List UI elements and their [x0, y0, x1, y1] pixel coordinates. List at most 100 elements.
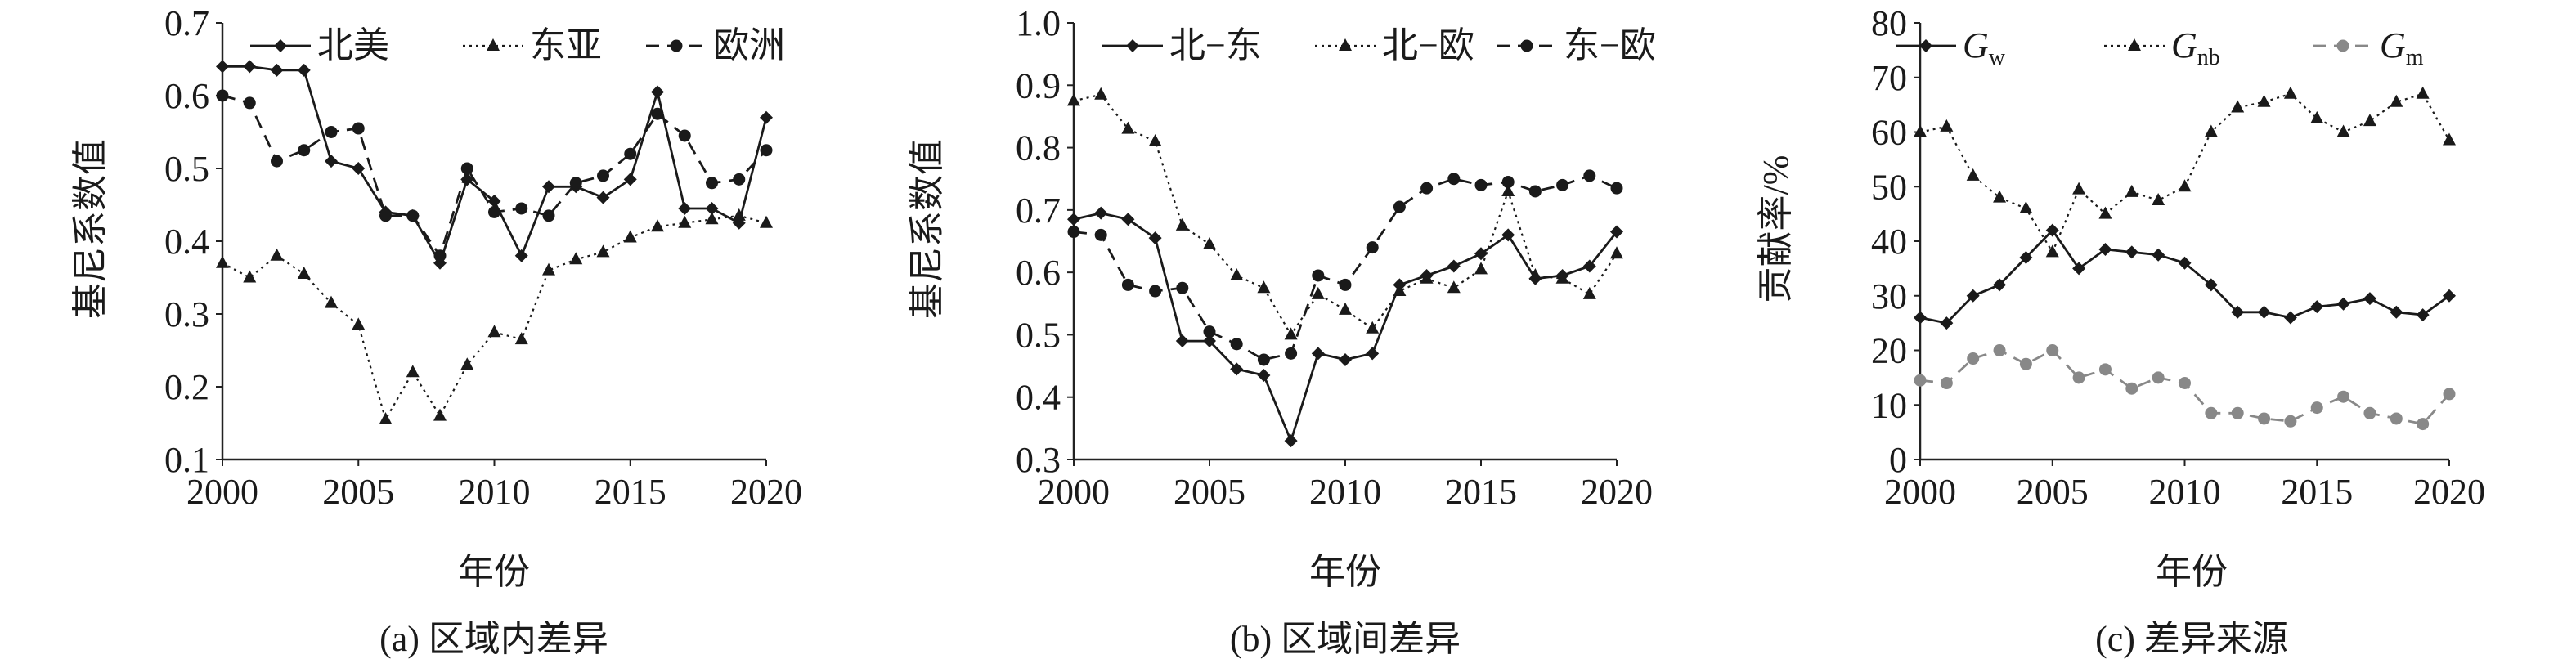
panel-c-series-1-point [2152, 248, 2165, 262]
panel-b-series-2-point [1366, 321, 1380, 334]
panel-a-series-3-point [352, 122, 365, 135]
panel-c-y-tick-label: 10 [1871, 385, 1907, 425]
panel-b-series-3-point [1447, 173, 1461, 186]
panel-c-series-2 [1914, 86, 2456, 258]
panel-c-series-2-point [2098, 206, 2112, 219]
panel-c-series-3-point [2152, 371, 2165, 384]
panel-c-series-3-point [1993, 344, 2006, 356]
panel-c-y-tick-label: 30 [1871, 276, 1907, 316]
panel-a-series-2-point [406, 365, 420, 378]
panel-a-legend-entry-3: 欧洲 [646, 25, 785, 65]
panel-b-series-1-point [1610, 225, 1623, 239]
panel-c-y-tick-label: 70 [1871, 58, 1907, 98]
panel-c-legend-marker-1 [1919, 39, 1932, 52]
panel-c-series-2-point [1914, 124, 1927, 137]
panel-c-series-3-point [2443, 388, 2456, 401]
panel-a-series-3-point [624, 147, 637, 160]
panel-b-series-3-point [1610, 182, 1623, 195]
panel-a-series-1-point [542, 180, 555, 194]
panel-a-series-1-point [623, 173, 637, 186]
panel-c-x-tick-label: 2020 [2413, 472, 2485, 512]
panel-a-series-2-point [325, 295, 338, 308]
panel-a-series-2-point [705, 212, 719, 225]
panel-c-series-1-point [1966, 289, 1980, 303]
panel-c-series-1-point [2443, 289, 2456, 303]
panel-b-series-1-point [1067, 213, 1080, 226]
panel-b-x-tick-label: 2000 [1038, 472, 1110, 512]
panel-a-legend-label-2: 东亚 [530, 25, 602, 65]
panel-a-series-3-point [515, 202, 528, 215]
panel-c-series-1-point [2019, 251, 2033, 265]
panel-b-y-tick-label: 1.0 [1016, 3, 1061, 43]
panel-c-series-1-point [2416, 308, 2430, 322]
panel-c-legend-label-1: Gw [1963, 25, 2006, 70]
panel-b-series-3-point [1121, 278, 1134, 291]
panel-c-series-3-point [2072, 371, 2085, 384]
panel-b-series-2-point [1203, 236, 1216, 249]
panel-a-series-2-point [297, 267, 311, 280]
panel-b-legend-entry-2: 北−欧 [1315, 25, 1474, 65]
panel-a-x-tick-label: 2015 [595, 472, 666, 512]
panel-b-series-1-point [1230, 362, 1244, 376]
panel-b-series-3-point [1203, 325, 1216, 338]
panel-c-series-2-point [2072, 182, 2086, 195]
panel-b-series-3 [1067, 169, 1623, 366]
panel-a-series-2-point [514, 332, 528, 345]
panel-a-x-tick-label: 2000 [186, 472, 258, 512]
panel-c-series-3-point [2098, 363, 2112, 376]
panel-a-series-3-point [733, 173, 746, 186]
panel-b-series-1-point [1121, 213, 1135, 226]
panel-a-series-1-point [651, 85, 664, 99]
panel-c-legend-entry-3: Gm [2313, 25, 2424, 70]
panel-a-legend-marker-1 [274, 39, 287, 52]
panel-c-series-2-point [2390, 94, 2403, 107]
panel-c-series-1-point [2336, 297, 2350, 311]
panel-a-series-1-point [243, 60, 257, 74]
panel-c-series-2-point [2416, 86, 2430, 99]
panel-b-series-3-point [1528, 185, 1542, 198]
panel-c-legend-entry-2: Gnb [2104, 25, 2220, 70]
panel-c-series-3-point [2019, 357, 2032, 370]
panel-b-y-axis-label: 基尼系数值 [907, 139, 947, 319]
panel-a-series-3-point [706, 177, 718, 190]
panel-b-series-1-point [1148, 231, 1162, 245]
panel-b-series-3-point [1393, 200, 1406, 213]
panel-b-y-tick-label: 0.9 [1016, 65, 1061, 105]
panel-b-series-1-line [1073, 212, 1618, 442]
panel-b-y-tick-label: 0.5 [1016, 315, 1061, 355]
panel-c-series-2-point [2443, 132, 2456, 146]
panel-a-legend-entry-1: 北美 [250, 25, 389, 65]
panel-b-series-2-point [1420, 271, 1434, 284]
panel-c-y-tick-label: 80 [1871, 3, 1907, 43]
panel-c-series-1-line [1919, 229, 2450, 325]
panel-a-series-2-point [732, 208, 746, 221]
panel-b-series-1-point [1501, 228, 1515, 242]
panel-a-series-3-point [379, 209, 392, 222]
panel-a-series-3-point [597, 169, 609, 182]
panel-b-legend-entry-3: 东−欧 [1497, 25, 1656, 65]
panel-a-series-3-point [542, 209, 555, 222]
panel-a-series-3-point [325, 126, 338, 138]
panel-a-series-3-point [460, 162, 473, 175]
panel-b-x-tick-label: 2020 [1581, 472, 1653, 512]
panel-b-series-1-point [1311, 347, 1325, 361]
panel-b-y-tick-label: 0.3 [1016, 440, 1061, 480]
panel-c-x-tick-label: 2015 [2281, 472, 2353, 512]
panel-a-y-tick-label: 0.7 [164, 3, 209, 43]
panel-b-legend-marker-1 [1126, 39, 1139, 52]
panel-c-series-1-point [2363, 292, 2376, 306]
panel-a-legend-label-3: 欧洲 [713, 25, 785, 65]
panel-a-y-tick-label: 0.1 [164, 440, 209, 480]
panel-a-series-2-point [243, 270, 257, 283]
panel-c-series-1-point [2390, 305, 2403, 319]
panel-b-x-tick-label: 2015 [1445, 472, 1517, 512]
panel-c-series-3 [1914, 344, 2456, 431]
panel-c-series-2-point [2283, 86, 2297, 99]
panel-c-series-1-point [1993, 278, 2007, 292]
panel-b-series-1-point [1447, 259, 1461, 273]
panel-b-series-2-point [1094, 87, 1108, 100]
panel-c-x-tick-label: 2000 [1884, 472, 1956, 512]
panel-a-series-2-point [216, 255, 229, 268]
panel-a-series-3 [216, 89, 773, 262]
panel-b-legend-label-3: 东−欧 [1564, 25, 1656, 65]
